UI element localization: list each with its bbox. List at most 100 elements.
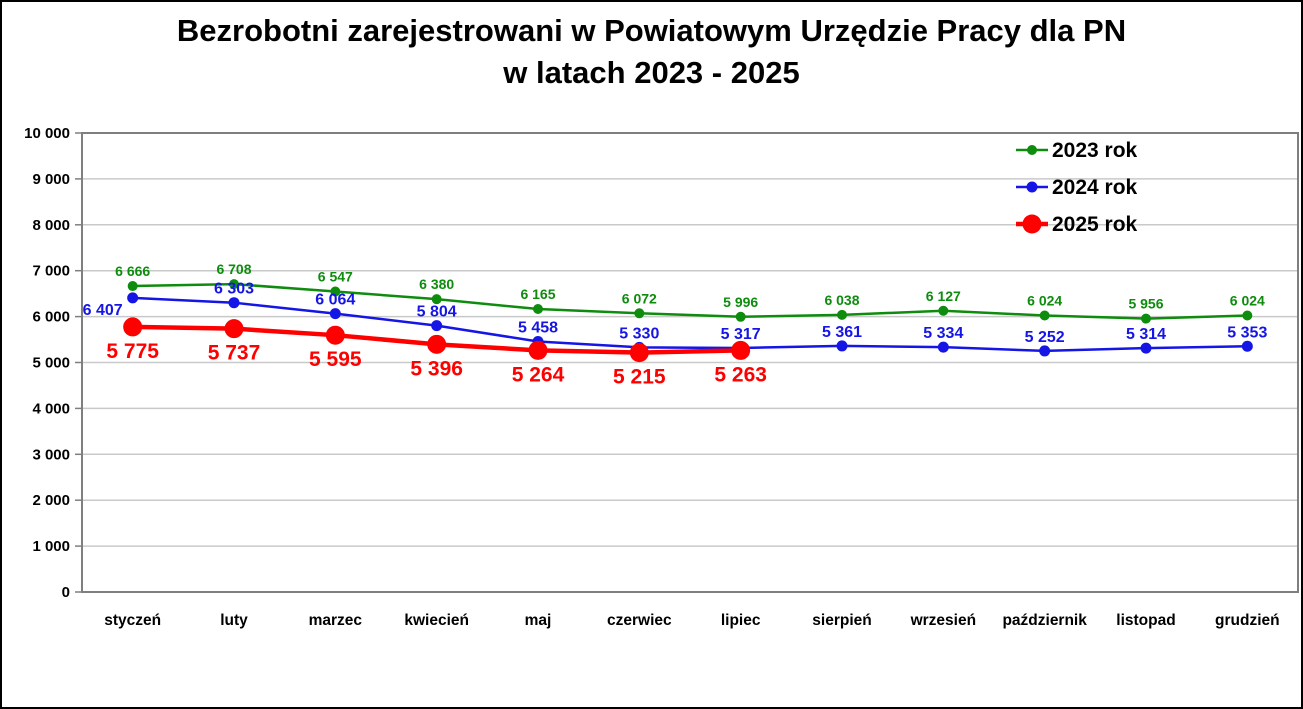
data-point <box>127 281 138 292</box>
data-point-label: 6 407 <box>83 302 123 319</box>
x-tick-label: luty <box>220 612 248 629</box>
data-point-label: 5 353 <box>1227 324 1267 341</box>
data-point-label: 6 127 <box>926 288 961 304</box>
data-point <box>330 286 341 297</box>
legend-item: 2025 rok <box>1016 213 1138 236</box>
data-point <box>224 319 244 339</box>
chart-title-line2: w latach 2023 - 2025 <box>503 55 800 90</box>
x-tick-label: wrzesień <box>910 612 976 629</box>
legend: 2023 rok 2024 rok 2025 rok <box>1016 139 1138 236</box>
x-tick-label: kwiecień <box>404 612 469 629</box>
x-tick-label: październik <box>1002 612 1087 629</box>
data-point-label: 6 024 <box>1027 292 1062 308</box>
data-point <box>731 340 751 360</box>
y-tick-label: 2 000 <box>32 492 70 509</box>
data-point <box>528 340 548 360</box>
y-tick-label: 4 000 <box>32 400 70 417</box>
series-2025-rok <box>123 317 751 363</box>
x-tick-label: listopad <box>1116 612 1175 629</box>
data-point <box>938 305 949 316</box>
data-point-label: 5 215 <box>613 366 666 389</box>
data-point-label: 6 708 <box>216 261 251 277</box>
legend-item: 2023 rok <box>1016 139 1138 162</box>
labels-2023-rok: 6 666 6 708 6 547 6 380 6 165 6 072 5 996 6 038… <box>115 261 1265 312</box>
legend-item: 2024 rok <box>1016 176 1138 199</box>
labels-2024-rok: 6 407 6 303 6 064 5 804 5 458 5 330 5 317 5 361… <box>83 281 1268 346</box>
x-tick-label: styczeń <box>104 612 161 629</box>
data-point <box>1039 345 1051 357</box>
data-point <box>836 340 848 352</box>
data-point-label: 5 396 <box>410 357 463 380</box>
legend-label: 2025 rok <box>1052 213 1138 236</box>
data-point-label: 5 263 <box>714 363 767 386</box>
data-point <box>127 292 139 304</box>
series-2024-rok <box>127 292 1253 357</box>
data-point-label: 6 024 <box>1230 292 1265 308</box>
data-point <box>229 279 239 290</box>
data-point <box>735 311 746 322</box>
legend-marker <box>1027 145 1037 155</box>
data-point <box>1241 340 1253 352</box>
data-point-label: 5 458 <box>518 319 558 336</box>
data-point <box>533 304 543 315</box>
y-tick-label: 10 000 <box>24 125 70 142</box>
legend-marker <box>1022 214 1042 234</box>
data-point-label: 6 303 <box>214 281 254 298</box>
data-point-label: 5 264 <box>512 363 565 386</box>
y-tick-label: 8 000 <box>32 217 70 234</box>
data-point <box>1141 313 1151 324</box>
data-point <box>123 317 143 337</box>
data-point-label: 6 165 <box>520 286 555 302</box>
x-tick-label: grudzień <box>1215 612 1280 629</box>
legend-label: 2024 rok <box>1052 176 1138 199</box>
data-point-label: 5 317 <box>721 326 761 343</box>
chart-title-line1: Bezrobotni zarejestrowani w Powiatowym U… <box>176 13 1127 48</box>
x-tick-label: czerwiec <box>607 612 672 629</box>
data-point-label: 6 072 <box>622 290 657 306</box>
labels-2025-rok: 5 775 5 737 5 595 5 396 5 264 5 215 5 263 <box>106 340 767 389</box>
data-point <box>837 309 847 320</box>
data-point <box>228 297 240 309</box>
x-tick-label: lipiec <box>721 612 761 629</box>
y-tick-label: 9 000 <box>32 171 70 188</box>
data-point-label: 6 380 <box>419 276 454 292</box>
data-point-label: 5 330 <box>619 325 659 342</box>
data-point-label: 5 804 <box>417 304 457 321</box>
x-tick-label: marzec <box>309 612 363 629</box>
data-point-label: 5 334 <box>923 325 963 342</box>
data-point-label: 6 064 <box>315 292 355 309</box>
y-tick-label: 7 000 <box>32 263 70 280</box>
legend-marker <box>1026 181 1038 193</box>
data-point-label: 6 547 <box>318 268 353 284</box>
y-tick-label: 5 000 <box>32 355 70 372</box>
data-point <box>937 341 949 353</box>
data-point-label: 6 038 <box>824 292 859 308</box>
data-point <box>1140 342 1152 354</box>
x-tick-label: maj <box>525 612 552 629</box>
data-point-label: 5 956 <box>1128 296 1163 312</box>
y-tick-label: 3 000 <box>32 446 70 463</box>
data-point-label: 5 595 <box>309 348 362 371</box>
series-line <box>132 282 1248 320</box>
y-tick-label: 1 000 <box>32 538 70 555</box>
data-point-label: 5 737 <box>208 342 261 365</box>
data-point-label: 5 775 <box>106 340 159 363</box>
chart-title: Bezrobotni zarejestrowani w Powiatowym U… <box>2 10 1301 94</box>
y-tick-label: 0 <box>62 584 70 601</box>
data-point <box>634 308 645 319</box>
data-point-label: 5 314 <box>1126 326 1166 343</box>
data-point <box>1039 310 1050 321</box>
data-point <box>1242 310 1253 321</box>
series-line <box>132 296 1248 353</box>
data-point-label: 5 361 <box>822 324 862 341</box>
data-point <box>431 294 442 305</box>
y-tick-label: 6 000 <box>32 309 70 326</box>
data-point <box>329 308 341 320</box>
data-point-label: 5 252 <box>1025 329 1065 346</box>
data-point <box>427 334 447 354</box>
legend-label: 2023 rok <box>1052 139 1138 162</box>
x-tick-label: sierpień <box>812 612 871 629</box>
data-point <box>325 325 345 345</box>
